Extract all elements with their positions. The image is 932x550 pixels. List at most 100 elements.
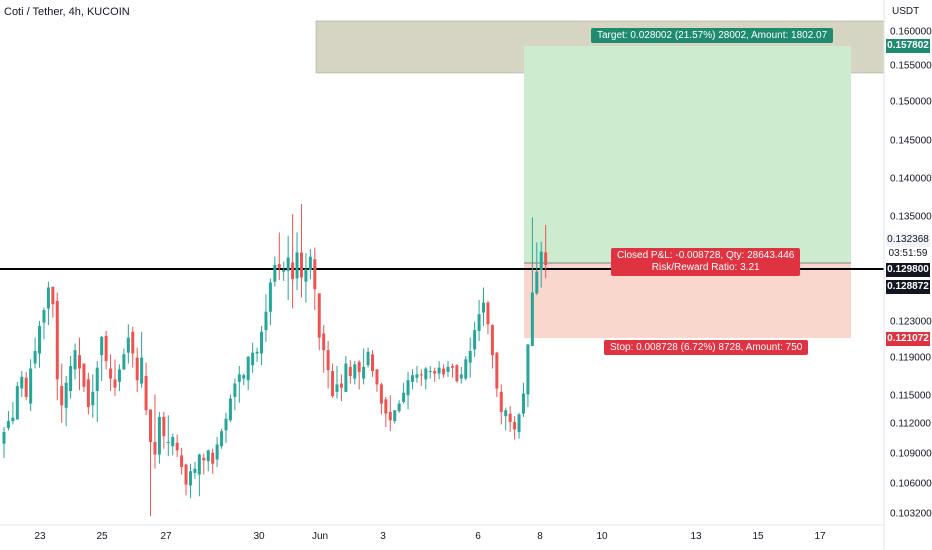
candle-body (260, 331, 264, 354)
candle-body (450, 366, 454, 368)
price-tick: 0.119000 (890, 352, 931, 364)
candle-body (162, 416, 166, 437)
candle-body (375, 369, 379, 385)
candle-body (64, 382, 68, 408)
time-tick: 17 (814, 531, 826, 542)
candle-body (95, 367, 99, 392)
candle-body (220, 431, 224, 447)
candle-body (246, 356, 250, 381)
candle-body (175, 442, 179, 451)
candle-body (126, 337, 130, 353)
candle-body (157, 416, 161, 455)
candle-body (544, 252, 548, 265)
time-tick: 3 (380, 531, 386, 542)
candle-body (180, 455, 184, 468)
time-tick: 13 (690, 531, 702, 542)
candle-body (6, 421, 10, 428)
candle-body (113, 379, 117, 388)
candle-body (206, 450, 210, 462)
price-tick: 0.115000 (890, 390, 931, 402)
candle-body (69, 366, 73, 392)
candle-body (73, 350, 77, 370)
candle-body (308, 256, 312, 270)
candle-body (104, 335, 108, 362)
candle-body (197, 454, 201, 475)
hline-price-badge: 0.129800 (886, 263, 930, 277)
candle-body (326, 350, 330, 371)
candle-body (273, 264, 277, 282)
candle-body (117, 369, 121, 382)
candle-body (153, 442, 157, 455)
candle-body (277, 264, 281, 269)
candle-body (335, 384, 339, 392)
candle-body (295, 252, 299, 279)
time-tick: 30 (253, 531, 265, 542)
candle-body (11, 417, 15, 422)
price-tick: 0.160000 (890, 26, 932, 38)
candle-body (51, 286, 55, 305)
candle-body (433, 371, 437, 374)
candle-body (251, 352, 255, 366)
candle-body (530, 292, 534, 346)
candle-body (393, 410, 397, 422)
candle-body (517, 414, 521, 432)
bar-countdown: 03:51:59 (888, 248, 928, 259)
candle-body (539, 251, 543, 270)
candle-body (299, 252, 303, 278)
closed-pnl-label[interactable]: Closed P&L: -0.008728, Qty: 28643.446 Ri… (611, 248, 801, 276)
target-price-badge: 0.157802 (886, 39, 930, 53)
entry-price-badge: 0.128872 (886, 280, 930, 294)
candle-body (468, 350, 472, 363)
candle-body (46, 287, 50, 309)
candle-body (313, 259, 317, 290)
candle-body (228, 398, 232, 421)
candle-body (20, 376, 24, 389)
price-tick: 0.112000 (890, 418, 931, 430)
time-tick: 25 (96, 531, 108, 542)
candle-body (344, 363, 348, 392)
candle-body (353, 364, 357, 379)
symbol-title: Coti / Tether, 4h, KUCOIN (4, 6, 130, 18)
time-tick: 23 (34, 531, 46, 542)
candle-body (86, 379, 90, 407)
price-tick: 0.140000 (890, 173, 932, 185)
candle-body (100, 336, 104, 356)
time-tick: 6 (475, 531, 481, 542)
candle-body (366, 351, 370, 366)
candle-body (482, 302, 486, 313)
candle-body (15, 386, 19, 420)
candle-body (193, 468, 197, 473)
candle-body (415, 374, 419, 378)
candle-body (473, 330, 477, 350)
candle-body (2, 431, 6, 444)
candles-layer (2, 204, 548, 517)
closed-pnl-text: Closed P&L: -0.008728, Qty: 28643.446 (617, 250, 795, 261)
candle-body (397, 403, 401, 412)
price-tick: 0.150000 (890, 96, 932, 108)
candle-body (348, 366, 352, 377)
candle-body (428, 371, 432, 373)
price-tick: 0.109000 (890, 448, 932, 460)
candle-body (184, 464, 188, 485)
candle-body (38, 325, 42, 354)
target-label[interactable]: Target: 0.028002 (21.57%) 28002, Amount:… (591, 28, 834, 43)
candle-body (410, 375, 414, 382)
profit-zone[interactable] (524, 46, 851, 263)
price-tick: 0.155000 (890, 60, 932, 72)
candle-body (202, 457, 206, 461)
candle-body (268, 282, 272, 312)
candle-body (513, 421, 517, 430)
candle-body (424, 368, 428, 380)
candle-body (91, 391, 95, 406)
candle-body (77, 355, 81, 369)
candle-body (242, 375, 246, 379)
candle-body (362, 366, 366, 379)
candle-body (211, 452, 215, 464)
stop-label[interactable]: Stop: 0.008728 (6.72%) 8728, Amount: 750 (604, 340, 809, 355)
candle-body (446, 366, 450, 372)
candle-body (495, 352, 499, 389)
candle-body (304, 269, 308, 282)
candle-body (455, 365, 459, 382)
candle-body (535, 271, 539, 294)
candle-body (122, 354, 126, 370)
